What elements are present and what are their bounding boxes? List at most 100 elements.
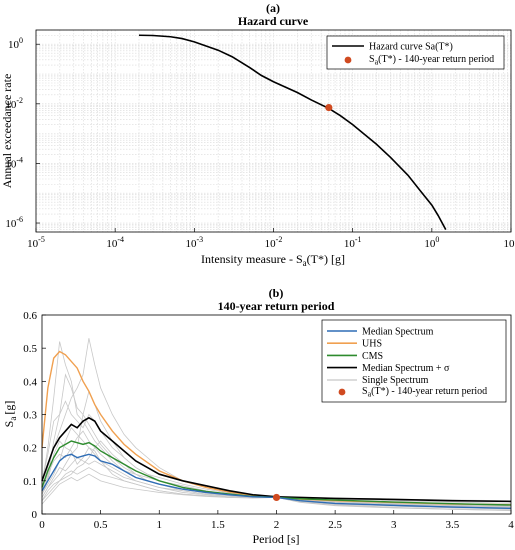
x-tick-base: 10: [504, 238, 515, 250]
legend-median-plus-sigma-label: Median Spectrum + σ: [362, 363, 450, 374]
x-tick-exponent: -2: [276, 235, 283, 244]
panel-a-x-axis-label: Intensity measure - Sa(T*) [g]: [201, 252, 345, 268]
cms-line: [41, 440, 512, 506]
x-tick-label: 1: [157, 519, 163, 531]
legend-b-return-period-label: Sa(T*) - 140-year return period: [362, 386, 487, 399]
x-tick-label: 0: [39, 519, 45, 531]
x-tick-label: 2: [274, 519, 280, 531]
legend-cms-label: CMS: [362, 351, 383, 362]
panel-b-x-axis-label: Period [s]: [253, 532, 300, 546]
x-tick-label: 3: [391, 519, 397, 531]
panel-a-label: (a): [266, 1, 280, 15]
panel-b-legend-box: [321, 319, 507, 403]
y-tick-exponent: -2: [16, 96, 23, 105]
x-tick-base: 10: [185, 238, 197, 250]
y-tick-exponent: 0: [19, 36, 23, 45]
x-tick-exponent: -4: [117, 235, 124, 244]
x-tick-label: 4: [508, 519, 514, 531]
median-plus-sigma-line: [41, 416, 512, 503]
legend-b-marker-tail: (T*) - 140-year return period: [371, 386, 487, 397]
single-spectrum-line: [41, 400, 512, 502]
panel-b-y-axis-label: Sa [g]: [2, 401, 18, 428]
x-tick-base: 10: [27, 238, 39, 250]
legend-b-marker-main: S: [362, 386, 368, 397]
hazard-curve-return-period-marker: [325, 103, 333, 112]
y-tick-label: 0: [32, 509, 38, 521]
panel-a-legend-box: [326, 35, 505, 70]
legend-return-period-swatch: [344, 56, 352, 64]
x-tick-exponent: -1: [355, 235, 362, 244]
panel-a-xlabel-main: Intensity measure - S: [201, 252, 303, 266]
x-tick-label: 10-1: [344, 235, 362, 250]
legend-return-period-label: Sa(T*) - 140-year return period: [369, 54, 494, 67]
x-tick-exponent: -3: [196, 235, 203, 244]
y-tick-label: 100: [8, 36, 23, 51]
y-tick-label: 10-6: [5, 215, 23, 230]
panel-b-ylabel-tail: [g]: [2, 401, 16, 415]
x-tick-label: 10-3: [185, 235, 203, 250]
y-tick-label: 10-4: [5, 155, 23, 170]
x-tick-label: 101: [504, 235, 515, 250]
panel-a-xlabel-sub: a: [303, 258, 307, 268]
legend-hazard-curve-label: Hazard curve Sa(T*): [369, 42, 453, 53]
panel-b-label: (b): [269, 286, 284, 300]
x-tick-label: 0.5: [94, 519, 108, 531]
y-tick-label: 0.2: [23, 443, 37, 455]
legend-a-marker-sub: a: [375, 58, 379, 67]
hazard-curve-line: [138, 34, 447, 231]
spectra-chart: (b) 140-year return period 0 0.5 1 1.5 2 2.5 3…: [2, 286, 514, 546]
legend-a-marker-main: S: [369, 54, 375, 65]
single-spectrum-line: [41, 473, 512, 511]
x-tick-base: 10: [106, 238, 118, 250]
x-tick-label: 10-5: [27, 235, 45, 250]
x-tick-base: 10: [265, 238, 277, 250]
legend-uhs-label: UHS: [362, 339, 382, 350]
x-tick-label: 1.5: [211, 519, 225, 531]
y-tick-label: 0.1: [23, 476, 37, 488]
y-tick-label: 0.5: [23, 343, 37, 355]
spectra-series: [41, 350, 512, 510]
x-tick-exponent: -5: [38, 235, 45, 244]
x-tick-label: 10-2: [265, 235, 283, 250]
panel-a-xlabel-tail: (T*) [g]: [307, 252, 345, 266]
panel-b-y-ticks: 0 0.1 0.2 0.3 0.4 0.5 0.6: [23, 310, 46, 521]
y-tick-base: 10: [5, 218, 17, 230]
panel-b-x-ticks: 0 0.5 1 1.5 2 2.5 3 3.5 4: [39, 510, 514, 531]
y-tick-exponent: -6: [16, 215, 23, 224]
y-tick-base: 10: [5, 158, 17, 170]
panel-b-ylabel-sub: a: [8, 417, 18, 421]
hazard-curve-chart: (a) Hazard curve 10-5 10-4 10-3 10-2 10-1 100…: [0, 1, 515, 268]
x-tick-base: 10: [424, 238, 436, 250]
panel-a-y-axis-label: Annual exceedance rate: [0, 74, 14, 189]
y-tick-label: 10-2: [5, 96, 23, 111]
x-tick-label: 3.5: [446, 519, 460, 531]
y-tick-base: 10: [8, 39, 20, 51]
y-tick-label: 0.6: [23, 310, 37, 322]
legend-a-marker-tail: (T*) - 140-year return period: [378, 54, 494, 65]
panel-b-ylabel-main: S: [2, 421, 16, 428]
single-spectrum-line: [41, 390, 512, 508]
legend-single-spectrum-label: Single Spectrum: [362, 375, 429, 386]
spectra-return-period-marker: [272, 493, 281, 502]
x-tick-label: 2.5: [328, 519, 342, 531]
legend-median-spectrum-label: Median Spectrum: [362, 327, 434, 338]
panel-b-title: 140-year return period: [218, 299, 335, 313]
legend-b-marker-sub: a: [368, 390, 372, 399]
x-tick-label: 100: [424, 235, 439, 250]
median-spectrum-line: [41, 453, 512, 510]
x-tick-exponent: 0: [435, 235, 439, 244]
panel-a-legend: Hazard curve Sa(T*) Sa(T*) - 140-year re…: [326, 35, 505, 70]
y-tick-label: 0.3: [23, 410, 37, 422]
y-tick-label: 0.4: [23, 376, 37, 388]
y-tick-exponent: -4: [16, 155, 23, 164]
panel-a-title: Hazard curve: [238, 14, 309, 28]
y-tick-base: 10: [5, 99, 17, 111]
x-tick-label: 10-4: [106, 235, 124, 250]
x-tick-base: 10: [344, 238, 356, 250]
legend-b-return-period-swatch: [338, 388, 346, 396]
